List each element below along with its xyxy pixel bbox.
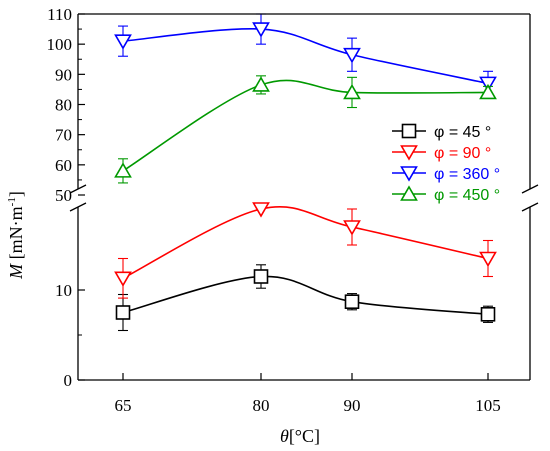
plot-area: [114, 13, 497, 332]
legend-item: φ = 360 °: [392, 166, 500, 183]
axis-break-mark: [69, 184, 87, 194]
x-tick-label: 90: [344, 396, 361, 415]
legend-label: φ = 360 °: [434, 166, 500, 183]
y-tick-label: 10: [55, 281, 72, 300]
data-point: [252, 202, 270, 218]
series-1: [115, 264, 496, 332]
data-point: [252, 22, 270, 38]
data-point: [343, 83, 361, 100]
data-point: [114, 34, 132, 50]
data-point: [114, 162, 132, 178]
data-point: [343, 47, 361, 64]
series-line: [122, 275, 489, 316]
legend: φ = 45 ° φ = 90 ° φ = 360 ° φ = 450 °: [392, 123, 500, 204]
y-tick-label: 80: [55, 96, 72, 115]
series-line: [122, 28, 489, 85]
legend-label: φ = 90 °: [434, 145, 491, 162]
data-point: [252, 76, 270, 92]
series-line: [122, 205, 489, 280]
data-point: [114, 271, 132, 287]
y-tick-label: 90: [55, 65, 72, 84]
legend-marker: [400, 166, 418, 182]
series-4: [114, 75, 497, 184]
y-tick-label: 0: [64, 371, 73, 390]
axes: 50 60 70 80 90 100 110 0 10 65 80 90 105: [47, 5, 539, 415]
series-3: [114, 13, 497, 96]
axis-break-mark: [521, 184, 539, 194]
data-point: [479, 251, 497, 268]
y-tick-label: 60: [55, 156, 72, 175]
legend-label: φ = 450 °: [434, 187, 500, 204]
x-tick-label: 105: [475, 396, 501, 415]
legend-item: φ = 90 °: [392, 145, 491, 162]
x-tick-label: 65: [115, 396, 132, 415]
data-point: [115, 305, 131, 320]
legend-label: φ = 45 °: [434, 124, 491, 141]
data-point: [344, 294, 360, 310]
data-point: [253, 269, 269, 284]
y-tick-label: 100: [47, 35, 73, 54]
axis-break-mark: [69, 202, 87, 212]
legend-marker: [400, 185, 418, 201]
data-point: [480, 306, 496, 322]
y-tick-label: 50: [55, 186, 72, 205]
series-2: [114, 202, 497, 299]
y-tick-label: 110: [47, 5, 72, 24]
data-point: [479, 83, 497, 100]
y-tick-label: 70: [55, 126, 72, 145]
axis-break-mark: [521, 202, 539, 212]
legend-item: φ = 450 °: [392, 185, 500, 204]
legend-item: φ = 45 °: [392, 123, 491, 141]
y-axis-label: M [mN·m-1]: [6, 191, 26, 280]
legend-marker: [401, 123, 417, 139]
data-point: [343, 220, 361, 236]
series-line: [122, 79, 489, 172]
x-axis-label: θ[°C]: [280, 426, 320, 446]
x-tick-label: 80: [253, 396, 270, 415]
legend-marker: [400, 145, 418, 161]
